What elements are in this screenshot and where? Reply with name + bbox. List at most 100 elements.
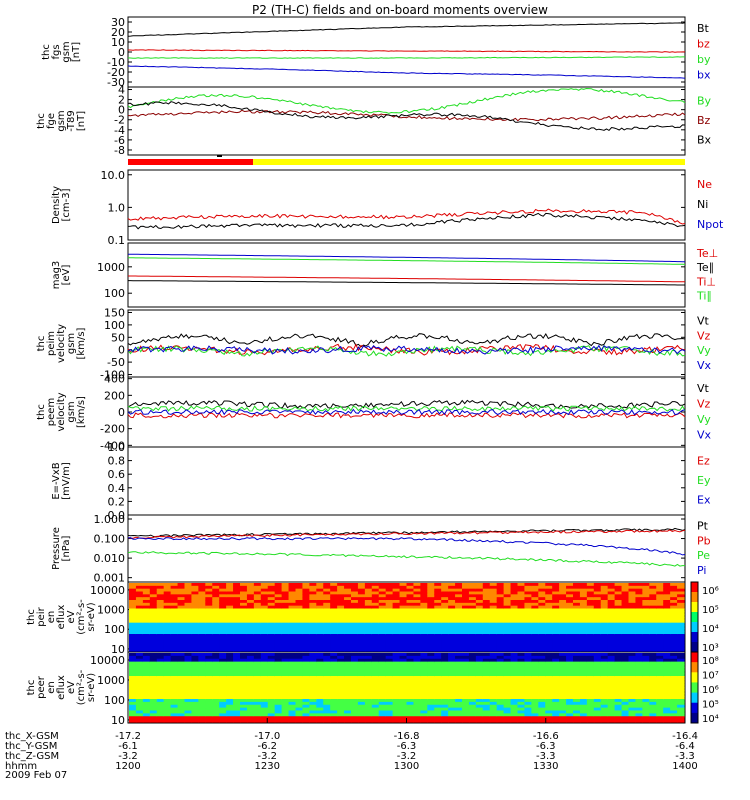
spectrogram-cell <box>552 710 560 714</box>
spectrogram-cell <box>475 605 484 610</box>
spectrogram-cell <box>489 648 498 652</box>
spectrogram-cell <box>649 608 657 612</box>
spectrogram-cell <box>330 631 338 635</box>
spectrogram-cell <box>663 716 671 720</box>
spectrogram-cell <box>607 594 616 598</box>
spectrogram-cell <box>566 653 574 657</box>
spectrogram-cell <box>240 664 248 668</box>
spectrogram-cell <box>448 636 456 641</box>
spectrogram-cell <box>316 676 324 680</box>
spectrogram-cell <box>635 707 643 712</box>
spectrogram-cell <box>371 597 380 601</box>
spectrogram-cell <box>233 670 241 674</box>
spectrogram-cell <box>607 597 616 601</box>
spectrogram-cell <box>420 670 428 674</box>
spectrogram-cell <box>434 602 442 607</box>
spectrogram-cell <box>135 699 144 703</box>
spectrogram-cell <box>649 594 657 598</box>
spectrogram-cell <box>392 594 401 598</box>
spectrogram-cell <box>427 673 435 677</box>
spectrogram-cell <box>288 614 297 618</box>
spectrogram-cell <box>219 713 227 717</box>
spectrogram-cell <box>586 636 595 641</box>
spectrogram-cell <box>233 597 241 601</box>
spectrogram-cell <box>573 600 581 604</box>
spectrogram-cell <box>371 667 380 671</box>
spectrogram-cell <box>663 594 671 598</box>
spectrogram-cell <box>489 619 498 624</box>
spectrogram-cell <box>330 611 338 615</box>
spectrogram-cell <box>413 617 421 621</box>
spectrogram-cell <box>642 707 650 712</box>
spectrogram-cell <box>316 719 324 723</box>
spectrogram-cell <box>226 591 234 595</box>
spectrogram-cell <box>628 699 637 703</box>
spectrogram-cell <box>600 602 609 607</box>
spectrogram-cell <box>468 645 477 649</box>
spectrogram-cell <box>552 614 560 618</box>
spectrogram-cell <box>170 625 179 629</box>
spectrogram-cell <box>233 699 241 703</box>
spectrogram-cell <box>434 661 442 666</box>
spectrogram-cell <box>510 687 519 691</box>
spectrogram-cell <box>496 676 505 680</box>
spectrogram-cell <box>149 655 158 660</box>
spectrogram-cell <box>670 591 678 595</box>
spectrogram-cell <box>191 639 199 644</box>
spectrogram-cell <box>378 642 387 646</box>
spectrogram-cell <box>205 699 213 703</box>
spectrogram-cell <box>274 636 283 641</box>
spectrogram-cell <box>545 699 553 703</box>
spectrogram-cell <box>462 628 470 632</box>
spectrogram-cell <box>309 605 317 610</box>
spectrogram-cell <box>635 678 643 683</box>
spectrogram-cell <box>212 611 220 615</box>
spectrogram-cell <box>191 631 199 635</box>
spectrogram-cell <box>434 678 442 683</box>
spectrogram-cell <box>149 591 158 595</box>
spectrogram-cell <box>392 614 401 618</box>
spectrogram-cell <box>663 585 671 590</box>
spectrogram-cell <box>260 645 269 649</box>
spectrogram-cell <box>149 653 158 657</box>
spectrogram-cell <box>462 648 470 652</box>
spectrogram-cell <box>212 716 220 720</box>
spectrogram-cell <box>205 628 213 632</box>
spectrogram-cell <box>531 684 539 689</box>
x-row-value: 1400 <box>672 761 697 772</box>
spectrogram-cell <box>142 716 151 720</box>
spectrogram-cell <box>420 664 428 668</box>
spectrogram-cell <box>170 636 179 641</box>
spectrogram-cell <box>281 655 290 660</box>
spectrogram-cell <box>642 602 650 607</box>
spectrogram-cell <box>552 619 560 624</box>
spectrogram-cell <box>246 701 255 706</box>
spectrogram-cell <box>295 639 304 644</box>
spectrogram-cell <box>344 619 352 624</box>
spectrogram-cell <box>406 642 415 646</box>
spectrogram-cell <box>142 642 151 646</box>
spectrogram-cell <box>156 699 165 703</box>
spectrogram-cell <box>142 583 151 587</box>
spectrogram-cell <box>566 619 574 624</box>
spectrogram-cell <box>663 687 671 691</box>
spectrogram-cell <box>156 713 165 717</box>
spectrogram-cell <box>510 670 519 674</box>
spectrogram-cell <box>413 628 421 632</box>
spectrogram-cell <box>579 608 588 612</box>
colorbar-swatch <box>691 702 698 714</box>
spectrogram-cell <box>337 684 345 689</box>
spectrogram-cell <box>510 602 519 607</box>
spectrogram-cell <box>212 634 220 638</box>
spectrogram-cell <box>538 699 546 703</box>
spectrogram-cell <box>233 614 241 618</box>
spectrogram-cell <box>441 642 449 646</box>
spectrogram-cell <box>163 670 172 674</box>
spectrogram-cell <box>489 636 498 641</box>
spectrogram-cell <box>274 655 283 660</box>
spectrogram-cell <box>649 676 657 680</box>
spectrogram-cell <box>621 642 630 646</box>
spectrogram-cell <box>510 625 519 629</box>
spectrogram-cell <box>226 648 234 652</box>
spectrogram-cell <box>344 667 352 671</box>
